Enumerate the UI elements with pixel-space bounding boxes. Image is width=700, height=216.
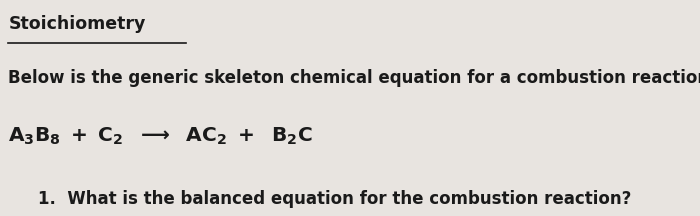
Text: 1.  What is the balanced equation for the combustion reaction?: 1. What is the balanced equation for the… — [38, 190, 632, 208]
Text: Stoichiometry: Stoichiometry — [8, 15, 146, 33]
Text: $\mathbf{A_3B_8}$$\mathbf{\ +\ C_2\ \ \longrightarrow\ \ AC_2\ +\ \ B_2C}$: $\mathbf{A_3B_8}$$\mathbf{\ +\ C_2\ \ \l… — [8, 125, 313, 147]
Text: Below is the generic skeleton chemical equation for a combustion reaction.: Below is the generic skeleton chemical e… — [8, 69, 700, 87]
